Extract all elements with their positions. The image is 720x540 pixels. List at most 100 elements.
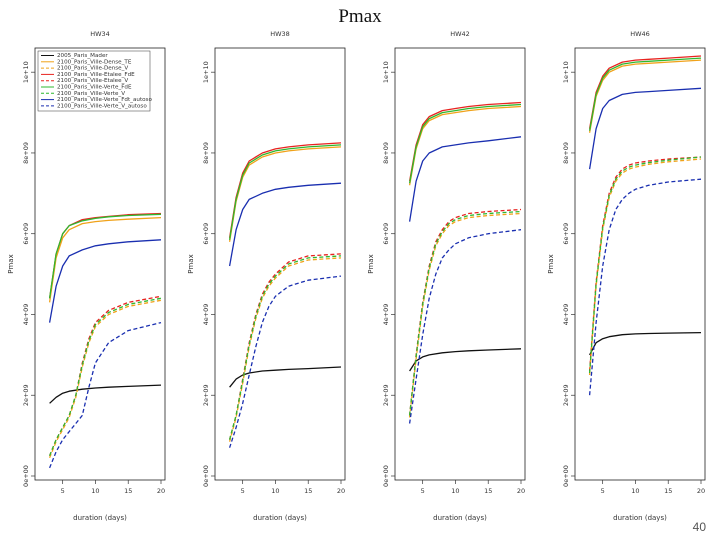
legend-entry: 2100_Paris_Ville-Verte_V [57, 91, 125, 97]
series-line-ville-verte-fde [48, 213, 162, 299]
series-line-ville-verte-v [228, 255, 342, 440]
y-tick-label: 8e+09 [22, 142, 30, 164]
series-line-ville-dense-v [588, 158, 702, 376]
page-number: 40 [692, 520, 706, 534]
y-tick-label: 4e+09 [202, 304, 210, 326]
series-line-ville-verte-v-autoso [48, 321, 162, 469]
y-tick-label: 6e+09 [22, 223, 30, 245]
y-tick-label: 2e+09 [562, 384, 570, 406]
y-tick-label: 0e+00 [202, 465, 210, 487]
series-line-ville-etalee-fde [48, 212, 162, 299]
series-line-ville-verte-v [408, 210, 522, 416]
y-tick-label: 0e+00 [22, 465, 30, 487]
series-line-2005-mader [229, 366, 342, 388]
series-line-ville-verte-fdt-autoso [48, 239, 162, 323]
x-tick-label: 10 [631, 487, 639, 495]
y-tick-label: 4e+09 [562, 304, 570, 326]
series-line-ville-verte-fdt-autoso [408, 136, 522, 222]
series-line-ville-verte-v-autoso [588, 178, 702, 396]
y-tick-label: 2e+09 [382, 384, 390, 406]
legend-entry: 2100_Paris_Ville-Dense_V [57, 66, 128, 72]
panel-title: HW46 [630, 30, 650, 38]
slide-title: Pmax [338, 6, 382, 27]
series-line-ville-verte-fde [408, 103, 522, 184]
series-line-ville-etalee-v [408, 208, 522, 416]
x-tick-label: 20 [517, 487, 525, 495]
series-line-ville-verte-fde [588, 57, 702, 131]
series-line-ville-verte-v [48, 297, 162, 457]
x-tick-label: 15 [304, 487, 312, 495]
y-tick-label: 2e+09 [202, 384, 210, 406]
series-line-ville-verte-v [588, 156, 702, 374]
y-tick-label: 4e+09 [22, 304, 30, 326]
series-line-ville-dense-fde [48, 216, 162, 303]
y-axis-label: Pmax [7, 254, 15, 273]
x-tick-label: 5 [61, 487, 65, 495]
series-line-ville-dense-fde [228, 146, 342, 242]
y-tick-label: 1e+10 [22, 61, 30, 83]
x-tick-label: 20 [697, 487, 705, 495]
legend-entry: 2100_Paris_Ville-Dense_TE [57, 59, 132, 65]
x-axis-label: duration (days) [253, 514, 307, 522]
y-tick-label: 6e+09 [202, 223, 210, 245]
y-tick-label: 6e+09 [382, 223, 390, 245]
y-axis-label: Pmax [367, 254, 375, 273]
series-line-ville-etalee-v [228, 253, 342, 440]
panel-title: HW38 [270, 30, 290, 38]
y-tick-label: 2e+09 [22, 384, 30, 406]
y-tick-label: 1e+10 [382, 61, 390, 83]
y-axis-label: Pmax [187, 254, 195, 273]
x-tick-label: 15 [664, 487, 672, 495]
series-line-2005-mader [409, 348, 522, 372]
legend: 2005_Paris_Mader2100_Paris_Ville-Dense_T… [37, 50, 152, 112]
panel-title: HW42 [450, 30, 470, 38]
series-line-ville-verte-v-autoso [408, 229, 522, 424]
series-line-ville-etalee-fde [228, 142, 342, 238]
x-tick-label: 15 [124, 487, 132, 495]
x-tick-label: 10 [451, 487, 459, 495]
x-tick-label: 15 [484, 487, 492, 495]
x-tick-label: 10 [271, 487, 279, 495]
plot-frame [574, 47, 706, 481]
legend-box [37, 50, 151, 112]
y-tick-label: 0e+00 [562, 465, 570, 487]
series-line-ville-etalee-fde [408, 101, 522, 182]
series-line-ville-verte-fdt-autoso [588, 87, 702, 170]
chart-panel-hw46: HW46 0e+00 2e+09 4e+09 6e+09 8e+09 1e+10 Pmax 5 1… [547, 30, 706, 522]
y-tick-label: 1e+10 [202, 61, 210, 83]
legend-entry: 2100_Paris_Ville-Verte_Fdt_autoso [57, 97, 152, 103]
series-line-ville-dense-v [408, 212, 522, 418]
x-axis-label: duration (days) [613, 514, 667, 522]
chart-panel-hw42: HW42 0e+00 2e+09 4e+09 6e+09 8e+09 1e+10 Pmax 5 1… [367, 30, 526, 522]
y-tick-label: 0e+00 [382, 465, 390, 487]
series-line-ville-verte-v-autoso [228, 275, 342, 448]
y-tick-label: 1e+10 [562, 61, 570, 83]
series-line-ville-dense-v [48, 299, 162, 459]
series-line-ville-dense-v [228, 257, 342, 442]
y-tick-label: 8e+09 [382, 142, 390, 164]
legend-entry: 2100_Paris_Ville-Verte_FdE [57, 85, 132, 91]
series-line-ville-dense-fde [588, 59, 702, 133]
x-tick-label: 5 [601, 487, 605, 495]
x-tick-label: 20 [157, 487, 165, 495]
y-tick-label: 8e+09 [202, 142, 210, 164]
plot-frame [214, 47, 346, 481]
series-line-2005-mader [589, 331, 702, 356]
chart-panel-hw34: HW34 0e+00 2e+09 4e+09 6e+09 8e+09 1e+10 Pmax 5 1… [7, 30, 166, 522]
x-tick-label: 5 [421, 487, 425, 495]
x-tick-label: 20 [337, 487, 345, 495]
y-tick-label: 6e+09 [562, 223, 570, 245]
series-line-ville-etalee-v [588, 156, 702, 372]
y-axis-label: Pmax [547, 254, 555, 273]
series-line-ville-etalee-v [48, 295, 162, 457]
series-line-ville-etalee-fde [588, 55, 702, 129]
y-tick-label: 4e+09 [382, 304, 390, 326]
legend-entry: 2100_Paris_Ville-Etalee_FdE [57, 72, 135, 78]
plot-frame [394, 47, 526, 481]
x-tick-label: 5 [241, 487, 245, 495]
panel-title: HW34 [90, 30, 110, 38]
legend-entry: 2100_Paris_Ville-Etalee_V [57, 78, 128, 84]
chart-panel-hw38: HW38 0e+00 2e+09 4e+09 6e+09 8e+09 1e+10 Pmax 5 1… [187, 30, 346, 522]
